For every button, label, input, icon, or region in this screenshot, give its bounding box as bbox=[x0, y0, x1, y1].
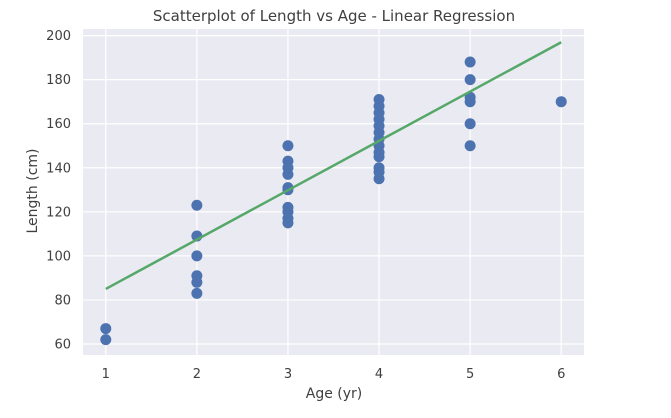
scatter-point bbox=[464, 118, 476, 130]
y-tick-label: 80 bbox=[54, 293, 71, 308]
scatter-point bbox=[100, 323, 112, 335]
x-tick-label: 4 bbox=[375, 367, 383, 382]
x-tick-label: 2 bbox=[193, 367, 201, 382]
y-tick-label: 120 bbox=[46, 205, 71, 220]
scatter-point bbox=[373, 151, 385, 163]
scatter-point bbox=[373, 173, 385, 185]
y-tick-labels: 60 80 100 120 140 160 180 200 bbox=[46, 29, 71, 352]
y-tick-label: 140 bbox=[46, 161, 71, 176]
scatter-point bbox=[191, 250, 203, 262]
chart-title: Scatterplot of Length vs Age - Linear Re… bbox=[153, 7, 515, 25]
data-marks bbox=[100, 56, 567, 346]
scatter-point bbox=[191, 199, 203, 211]
plot-area bbox=[83, 29, 584, 355]
y-tick-label: 100 bbox=[46, 249, 71, 264]
scatter-point bbox=[191, 276, 203, 288]
x-tick-labels: 1 2 3 4 5 6 bbox=[102, 367, 566, 382]
x-tick-label: 1 bbox=[102, 367, 110, 382]
scatter-point bbox=[282, 140, 294, 152]
scatter-point bbox=[282, 217, 294, 229]
scatter-point bbox=[282, 168, 294, 180]
scatter-point bbox=[464, 56, 476, 68]
y-tick-label: 200 bbox=[46, 29, 71, 44]
x-tick-label: 6 bbox=[557, 367, 565, 382]
scatter-point bbox=[464, 74, 476, 86]
x-tick-label: 3 bbox=[284, 367, 292, 382]
y-axis-label: Length (cm) bbox=[25, 149, 41, 234]
y-tick-label: 160 bbox=[46, 117, 71, 132]
scatter-point bbox=[555, 96, 567, 108]
x-axis-label: Age (yr) bbox=[306, 386, 363, 402]
grid-lines bbox=[83, 29, 584, 355]
y-tick-label: 60 bbox=[54, 337, 71, 352]
x-tick-label: 5 bbox=[466, 367, 474, 382]
regression-line bbox=[105, 41, 562, 291]
scatter-point bbox=[464, 140, 476, 152]
scatter-point bbox=[191, 287, 203, 299]
y-tick-label: 180 bbox=[46, 73, 71, 88]
regression-line-group bbox=[105, 41, 562, 291]
scatter-point bbox=[464, 96, 476, 108]
scatter-point bbox=[100, 334, 112, 346]
